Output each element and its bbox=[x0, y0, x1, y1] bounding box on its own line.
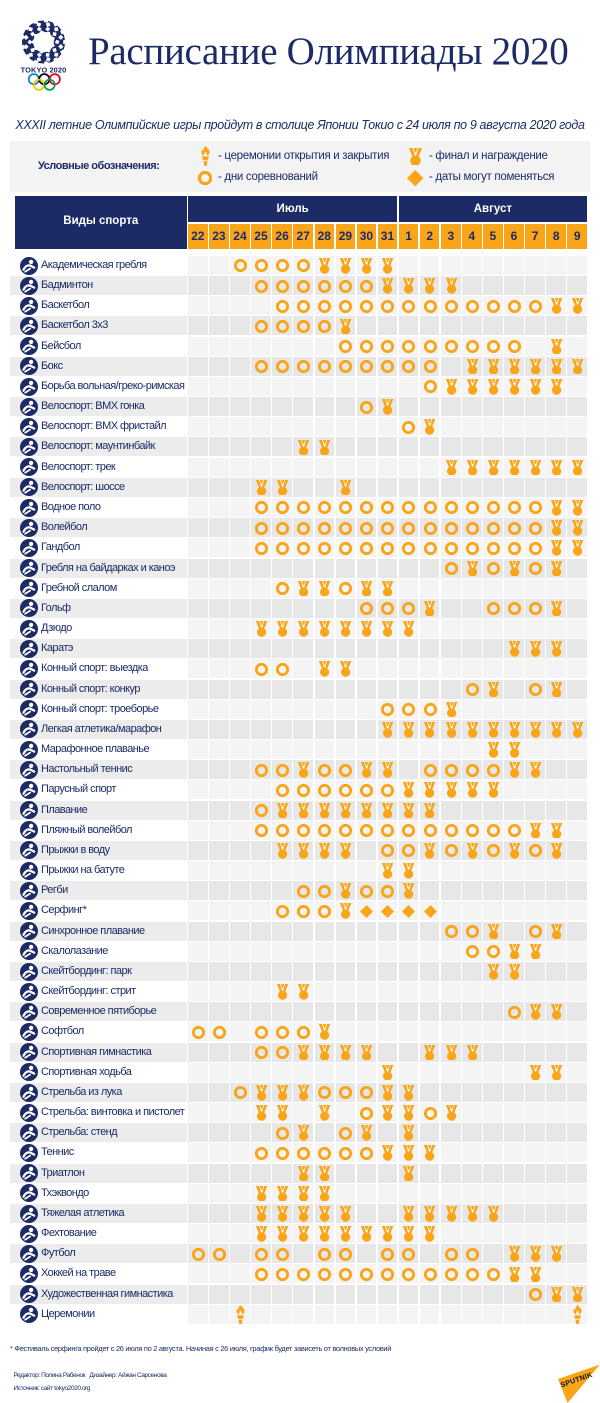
svg-text:TOKYO 2020: TOKYO 2020 bbox=[21, 66, 67, 75]
